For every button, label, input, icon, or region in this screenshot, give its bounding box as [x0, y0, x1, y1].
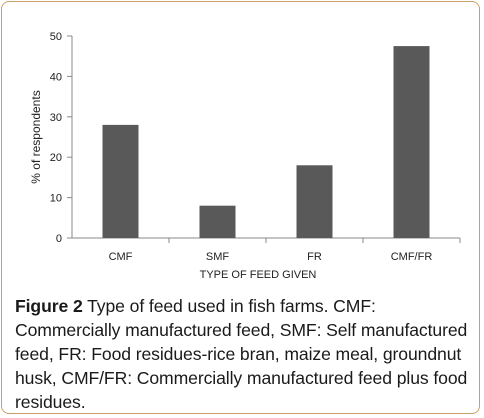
- x-tick-label: FR: [307, 251, 322, 263]
- caption-text: Type of feed used in fish farms. CMF: Co…: [15, 296, 468, 412]
- x-tick-label: CMF/FR: [391, 251, 433, 263]
- y-axis-label: % of respondents: [29, 90, 43, 183]
- y-tick-label: 20: [50, 152, 62, 164]
- x-tick-label: SMF: [206, 251, 230, 263]
- figure-caption: Figure 2 Type of feed used in fish farms…: [15, 294, 477, 414]
- y-tick-label: 40: [50, 71, 62, 83]
- y-tick-label: 50: [50, 31, 62, 43]
- caption-label: Figure 2: [15, 296, 83, 316]
- bar-fr: [296, 165, 333, 238]
- bar-cmf: [102, 124, 139, 238]
- bar-chart: 0 10 20 30 40 50 CMF SMF FR CMF/FR % of responde…: [29, 31, 461, 281]
- bar-cmf-fr: [393, 46, 430, 238]
- x-axis: CMF SMF FR CMF/FR: [72, 237, 461, 263]
- x-axis-label: TYPE OF FEED GIVEN: [200, 269, 317, 281]
- y-tick-label: 0: [56, 233, 62, 245]
- y-tick-label: 30: [50, 112, 62, 124]
- x-tick-label: CMF: [109, 251, 133, 263]
- y-axis: 0 10 20 30 40 50: [50, 31, 73, 245]
- y-tick-label: 10: [50, 193, 62, 205]
- bars: [102, 46, 430, 238]
- bar-smf: [199, 205, 236, 238]
